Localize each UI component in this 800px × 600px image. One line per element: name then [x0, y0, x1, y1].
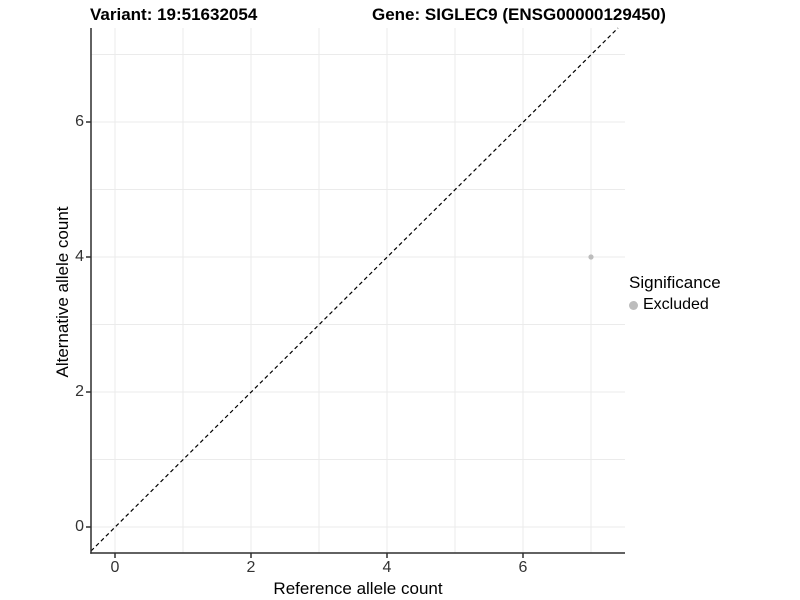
- x-tick-label: 2: [246, 559, 256, 576]
- plot-title-gene: Gene: SIGLEC9 (ENSG00000129450): [372, 5, 666, 24]
- y-axis-ticks: [86, 121, 91, 528]
- plot-title-variant: Variant: 19:51632054: [90, 5, 258, 24]
- legend-entry-label: Excluded: [643, 296, 709, 313]
- data-point: [588, 254, 594, 260]
- y-axis-title: Alternative allele count: [53, 206, 72, 378]
- y-tick-label: 4: [75, 248, 84, 265]
- legend: Significance Excluded: [629, 273, 721, 314]
- legend-key-circle-icon: [629, 300, 638, 310]
- x-tick-label: 0: [110, 559, 120, 576]
- legend-entry-excluded: Excluded: [629, 296, 721, 314]
- y-tick-label: 2: [75, 383, 84, 400]
- legend-title: Significance: [629, 273, 721, 292]
- x-tick-label: 4: [382, 559, 392, 576]
- gridlines: [91, 28, 625, 553]
- y-tick-label: 6: [75, 113, 84, 130]
- x-axis-title: Reference allele count: [273, 579, 443, 598]
- identity-line: [90, 27, 619, 552]
- x-axis-ticks: [114, 553, 524, 558]
- x-tick-label: 6: [518, 559, 528, 576]
- y-tick-label: 0: [75, 518, 84, 535]
